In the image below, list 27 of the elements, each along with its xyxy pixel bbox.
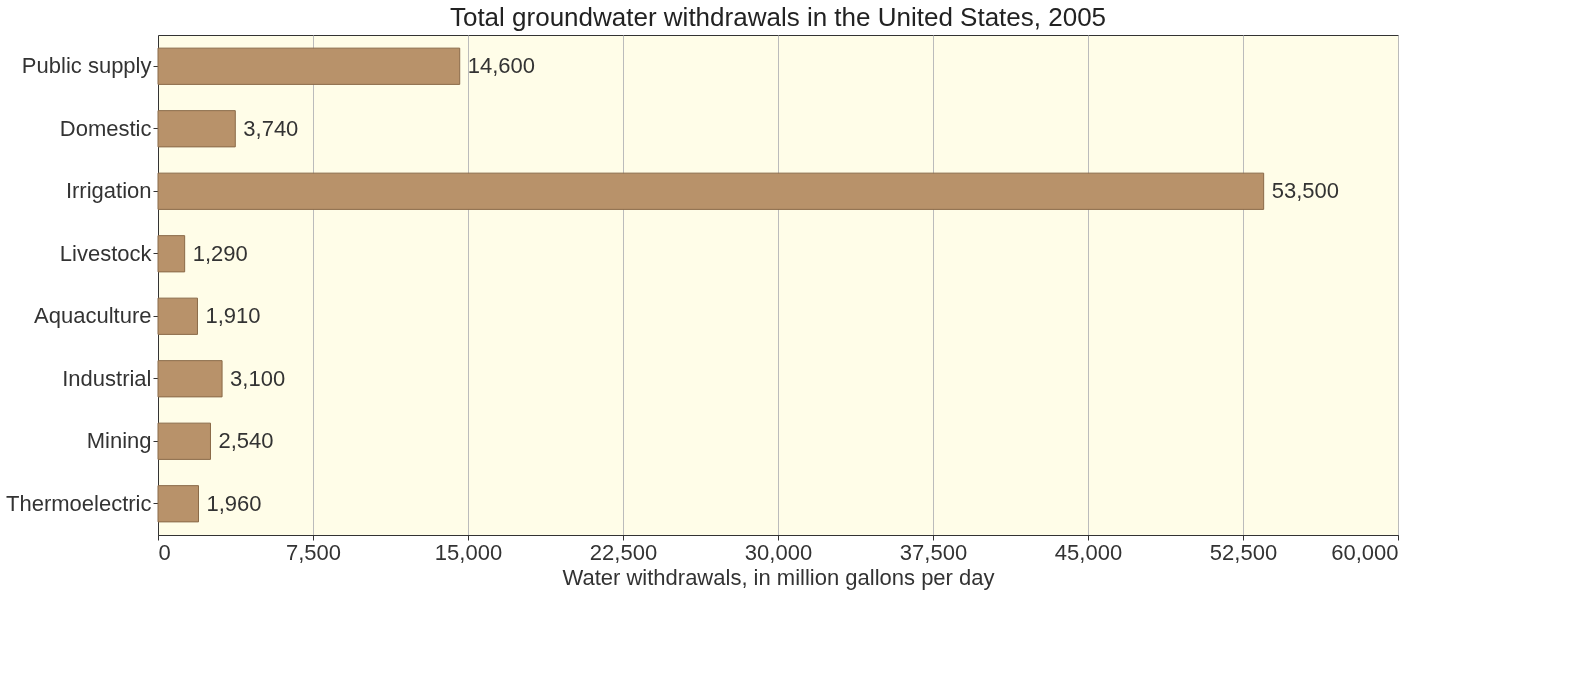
data-label: 14,600 (467, 53, 536, 79)
y-tick-label: Aquaculture (34, 303, 152, 329)
data-label: 1,910 (205, 303, 261, 329)
x-axis-title: Water withdrawals, in million gallons per day (562, 564, 995, 590)
x-tick-label: 52,500 (1209, 539, 1278, 565)
x-tick-label: 15,000 (434, 539, 503, 565)
data-label: 1,960 (206, 490, 262, 516)
x-tick-label: 30,000 (744, 539, 813, 565)
data-label: 3,100 (230, 365, 286, 391)
data-label: 1,290 (192, 240, 248, 266)
y-tick-label: Livestock (59, 240, 153, 266)
y-tick-label: Mining (86, 428, 152, 454)
x-tick-label: 0 (158, 539, 171, 565)
y-tick-label: Public supply (21, 53, 152, 79)
y-tick-label: Thermoelectric (6, 490, 152, 516)
data-label: 53,500 (1271, 178, 1339, 204)
chart-title: Total groundwater withdrawals in the United States, 2005 (449, 2, 1107, 32)
x-tick-label: 22,500 (589, 539, 658, 565)
x-tick-label: 45,000 (1054, 539, 1123, 565)
y-tick-label: Industrial (62, 365, 152, 391)
data-label: 2,540 (218, 428, 274, 454)
x-tick-label: 7,500 (285, 539, 342, 565)
x-tick-label: 60,000 (1331, 539, 1399, 565)
y-tick-label: Irrigation (65, 178, 152, 204)
x-tick-label: 37,500 (899, 539, 968, 565)
y-tick-label: Domestic (59, 115, 152, 141)
data-label: 3,740 (243, 115, 299, 141)
